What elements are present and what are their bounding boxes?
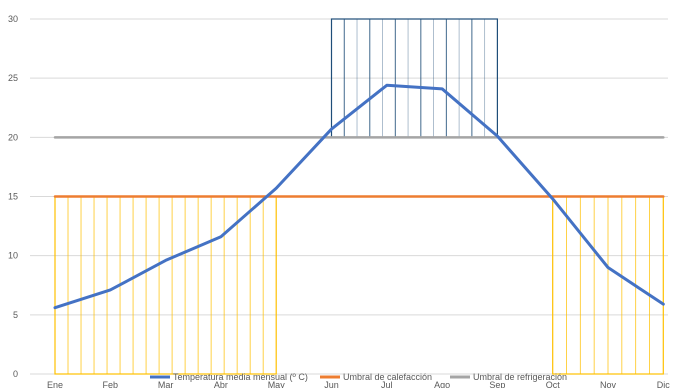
x-tick-label: Sep bbox=[489, 380, 505, 388]
legend-label: Temperatura media mensual (º C) bbox=[173, 372, 308, 382]
y-tick-label: 10 bbox=[8, 251, 18, 261]
x-tick-label: Dic bbox=[657, 380, 670, 388]
y-tick-label: 20 bbox=[8, 132, 18, 142]
series-line-0 bbox=[53, 83, 665, 310]
shaded-regions bbox=[54, 18, 664, 375]
x-tick-label: Mar bbox=[158, 380, 174, 388]
y-tick-label: 25 bbox=[8, 73, 18, 83]
legend-label: Umbral de refrigeración bbox=[473, 372, 567, 382]
x-axis-ticks: Ene Feb Mar Abr May Jun Jul Ago Sep Oct Nov Dic bbox=[47, 380, 670, 388]
legend-label: Umbral de calefacción bbox=[343, 372, 432, 382]
x-tick-label: Abr bbox=[214, 380, 228, 388]
x-tick-label: Ago bbox=[434, 380, 450, 388]
x-tick-label: Jul bbox=[381, 380, 393, 388]
y-tick-label: 5 bbox=[13, 310, 18, 320]
heating-region bbox=[54, 195, 277, 375]
heating-region bbox=[552, 195, 664, 375]
x-tick-label: May bbox=[268, 380, 286, 388]
x-tick-label: Nov bbox=[600, 380, 617, 388]
legend: Temperatura media mensual (º C) Umbral de… bbox=[150, 372, 567, 382]
region-border bbox=[54, 195, 277, 375]
x-tick-label: Oct bbox=[546, 380, 561, 388]
series-lines bbox=[53, 83, 665, 310]
y-tick-label: 30 bbox=[8, 14, 18, 24]
x-tick-label: Ene bbox=[47, 380, 63, 388]
x-tick-label: Jun bbox=[324, 380, 339, 388]
x-tick-label: Feb bbox=[103, 380, 119, 388]
y-tick-label: 15 bbox=[8, 192, 18, 202]
y-axis-ticks: 0 5 10 15 20 25 30 bbox=[8, 14, 18, 379]
y-tick-label: 0 bbox=[13, 369, 18, 379]
